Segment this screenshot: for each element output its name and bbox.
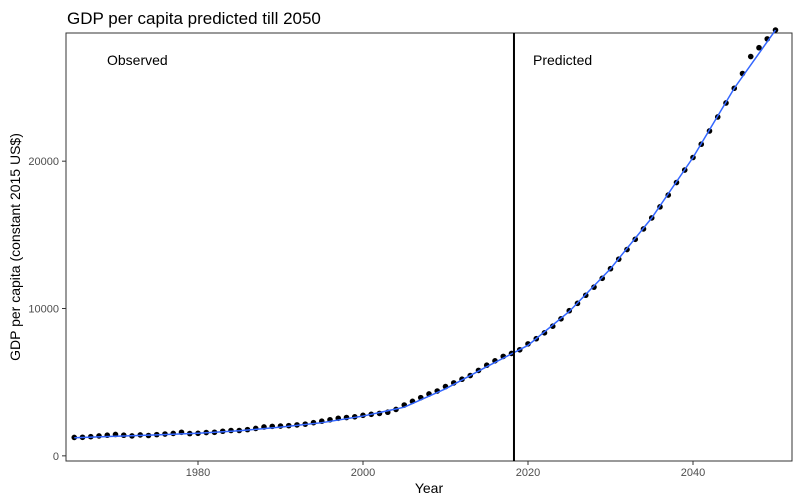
- chart-title: GDP per capita predicted till 2050: [67, 9, 321, 28]
- data-point: [277, 423, 284, 429]
- y-axis-title: GDP per capita (constant 2015 US$): [7, 133, 23, 361]
- x-tick-label: 2000: [351, 467, 375, 479]
- data-point: [591, 284, 597, 290]
- predicted-annotation: Predicted: [533, 52, 592, 68]
- x-tick-label: 2020: [516, 467, 540, 479]
- observed-annotation: Observed: [107, 52, 168, 68]
- fit-line: [74, 29, 777, 439]
- x-axis-ticks: 1980 2000 2020 2040: [186, 461, 705, 479]
- x-tick-label: 2040: [681, 467, 705, 479]
- y-tick-label: 0: [53, 451, 59, 463]
- data-point: [747, 53, 754, 60]
- data-point: [96, 433, 102, 439]
- y-tick-label: 20000: [28, 156, 59, 168]
- y-tick-label: 10000: [28, 304, 59, 316]
- y-axis-ticks: 0 10000 20000: [28, 156, 66, 463]
- x-tick-label: 1980: [186, 467, 210, 479]
- plot-marks: [71, 27, 779, 461]
- x-axis-title: Year: [415, 480, 444, 496]
- plot-panel-border: [65, 32, 793, 462]
- data-point: [756, 44, 762, 51]
